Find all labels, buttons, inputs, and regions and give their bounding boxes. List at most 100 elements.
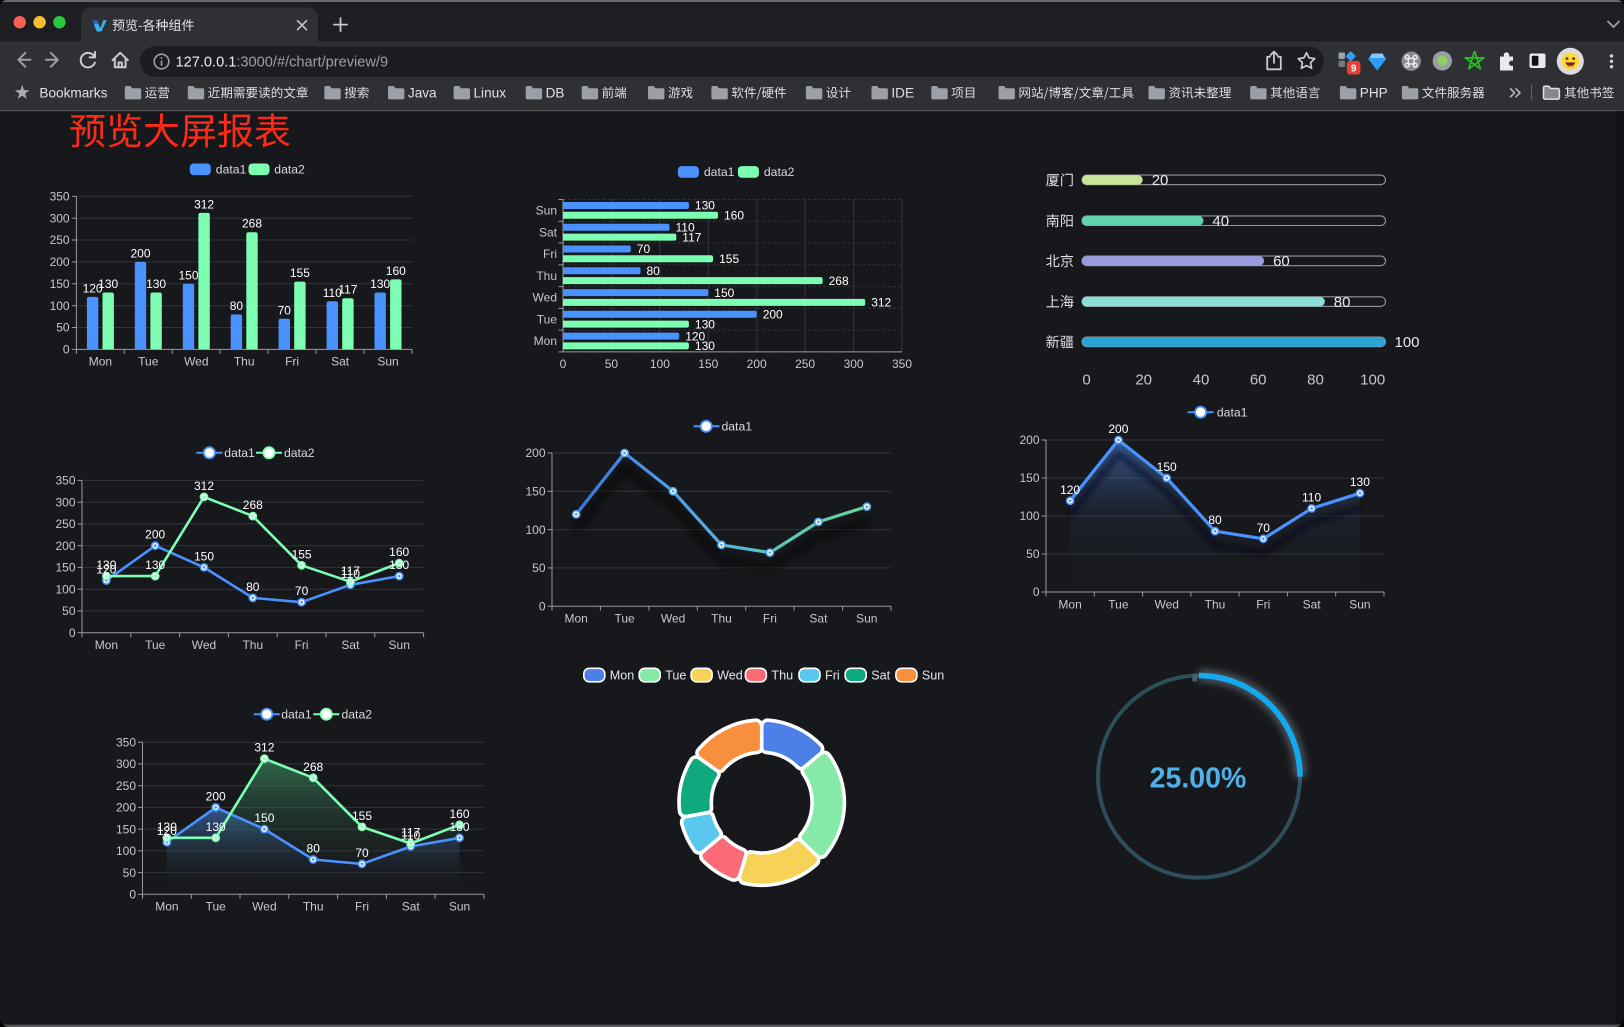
svg-text:100: 100 [650, 357, 670, 371]
svg-text:150: 150 [698, 357, 718, 371]
svg-text:350: 350 [892, 357, 912, 371]
svg-text:Thu: Thu [303, 900, 324, 914]
svg-text:Fri: Fri [295, 638, 309, 652]
svg-text:130: 130 [389, 558, 409, 572]
svg-text:110: 110 [1302, 490, 1321, 504]
svg-text:Tue: Tue [138, 354, 159, 368]
svg-text:250: 250 [50, 233, 70, 247]
svg-text:200: 200 [747, 357, 767, 371]
svg-text:Sat: Sat [331, 354, 350, 368]
svg-text:Bookmarks: Bookmarks [39, 85, 107, 100]
svg-text:Sat: Sat [341, 638, 360, 652]
svg-text:Sat: Sat [539, 225, 558, 239]
svg-text:Tue: Tue [665, 669, 686, 683]
svg-text:155: 155 [719, 252, 739, 266]
svg-text:150: 150 [1019, 471, 1039, 485]
svg-text:300: 300 [844, 357, 864, 371]
svg-text:150: 150 [525, 485, 545, 499]
svg-text:Sat: Sat [871, 669, 890, 683]
svg-text:Wed: Wed [252, 900, 276, 914]
svg-text:data2: data2 [764, 165, 795, 179]
svg-text:Mon: Mon [565, 611, 588, 625]
svg-text:268: 268 [303, 760, 323, 774]
svg-text:0: 0 [1082, 372, 1090, 389]
svg-text:250: 250 [116, 779, 136, 793]
svg-text:Sat: Sat [1303, 598, 1322, 612]
svg-text:60: 60 [1250, 372, 1267, 389]
svg-text:20: 20 [1135, 372, 1152, 389]
svg-text:data1: data1 [722, 420, 753, 434]
svg-text:Sun: Sun [1349, 598, 1370, 612]
svg-text:Fri: Fri [1256, 598, 1270, 612]
svg-text:120: 120 [96, 563, 116, 577]
svg-text:120: 120 [157, 824, 177, 838]
svg-text:0: 0 [560, 357, 567, 371]
svg-text:110: 110 [676, 221, 695, 235]
svg-text:110: 110 [401, 829, 420, 843]
svg-text:70: 70 [295, 584, 309, 598]
svg-text:200: 200 [763, 308, 783, 322]
svg-text:200: 200 [206, 789, 226, 803]
svg-text:150: 150 [116, 822, 136, 836]
svg-text:268: 268 [243, 498, 263, 512]
svg-text:150: 150 [194, 549, 214, 563]
svg-text:Sun: Sun [377, 354, 398, 368]
svg-text:50: 50 [123, 866, 137, 880]
svg-text:150: 150 [178, 268, 198, 282]
svg-text:data2: data2 [342, 708, 373, 722]
svg-text:Mon: Mon [155, 900, 178, 914]
svg-text:268: 268 [829, 274, 849, 288]
svg-text:155: 155 [352, 809, 372, 823]
svg-text:117: 117 [682, 230, 701, 244]
svg-text:130: 130 [695, 317, 715, 331]
svg-text:Fri: Fri [543, 247, 557, 261]
svg-text:0: 0 [69, 626, 76, 640]
svg-text:Mon: Mon [1058, 598, 1081, 612]
svg-text:Wed: Wed [192, 638, 216, 652]
svg-text:150: 150 [254, 811, 274, 825]
svg-text:100: 100 [1360, 372, 1385, 389]
svg-text:130: 130 [157, 820, 177, 834]
svg-text:0: 0 [1033, 585, 1040, 599]
svg-text:120: 120 [685, 329, 705, 343]
svg-text:268: 268 [242, 217, 262, 231]
svg-text:130: 130 [370, 277, 390, 291]
svg-text:100: 100 [50, 299, 70, 313]
svg-text:117: 117 [341, 564, 360, 578]
svg-text:Mon: Mon [534, 334, 557, 348]
svg-text:data2: data2 [274, 163, 305, 177]
svg-text:80: 80 [647, 264, 661, 278]
svg-text:IDE: IDE [891, 85, 914, 100]
svg-text:200: 200 [1108, 422, 1128, 436]
svg-text:40: 40 [1212, 213, 1229, 230]
svg-text:0: 0 [539, 599, 546, 613]
svg-text:70: 70 [355, 846, 369, 860]
svg-text:200: 200 [50, 255, 70, 269]
svg-text:data1: data1 [224, 446, 255, 460]
svg-text:70: 70 [278, 303, 292, 317]
svg-text:200: 200 [55, 539, 75, 553]
svg-text:100: 100 [1395, 334, 1420, 351]
svg-text:160: 160 [386, 264, 406, 278]
svg-text:130: 130 [1350, 475, 1370, 489]
svg-text:Mon: Mon [610, 669, 635, 683]
svg-text:Linux: Linux [474, 85, 507, 100]
svg-text:100: 100 [1019, 509, 1039, 523]
svg-text:312: 312 [194, 479, 214, 493]
svg-text:9: 9 [1351, 64, 1357, 75]
svg-text:Fri: Fri [355, 900, 369, 914]
svg-text:200: 200 [525, 446, 545, 460]
svg-text:data1: data1 [704, 165, 735, 179]
svg-text:80: 80 [1307, 372, 1324, 389]
svg-text:Thu: Thu [242, 638, 263, 652]
svg-text:130: 130 [98, 277, 118, 291]
svg-text:160: 160 [449, 807, 469, 821]
svg-text:110: 110 [341, 567, 360, 581]
svg-text:Sat: Sat [809, 611, 828, 625]
svg-text:250: 250 [55, 517, 75, 531]
svg-text:Sun: Sun [536, 204, 557, 218]
svg-text:Sun: Sun [856, 611, 877, 625]
svg-text:Tue: Tue [206, 900, 227, 914]
svg-text:Wed: Wed [1154, 598, 1178, 612]
svg-text:Fri: Fri [763, 611, 777, 625]
